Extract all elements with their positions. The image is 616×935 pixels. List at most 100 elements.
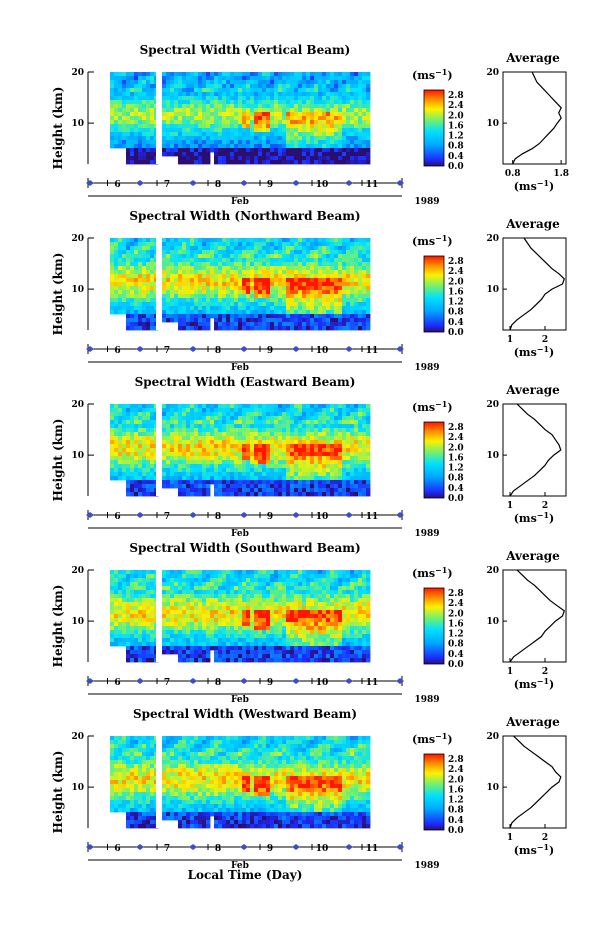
heatmap-cell	[298, 136, 302, 140]
heatmap-cell	[202, 250, 206, 254]
heatmap-cell	[130, 322, 134, 326]
heatmap-cell	[206, 428, 210, 432]
heatmap-cell	[322, 432, 326, 436]
heatmap-cell	[110, 420, 114, 424]
heatmap-cell	[178, 416, 182, 420]
profile-x-tick-label: 1	[507, 501, 513, 511]
heatmap-cell	[138, 144, 142, 148]
heatmap-cell	[290, 104, 294, 108]
heatmap-cell	[290, 412, 294, 416]
heatmap-cell	[134, 160, 138, 164]
heatmap-cell	[310, 480, 314, 484]
heatmap-cell	[194, 424, 198, 428]
heatmap-cell	[130, 88, 134, 92]
heatmap-cell	[174, 136, 178, 140]
heatmap-cell	[138, 262, 142, 266]
heatmap-cell	[346, 290, 350, 294]
heatmap-cell	[178, 622, 182, 626]
heatmap-cell	[354, 140, 358, 144]
heatmap-cell	[170, 250, 174, 254]
heatmap-cell	[118, 132, 122, 136]
heatmap-cell	[182, 80, 186, 84]
heatmap-cell	[282, 274, 286, 278]
heatmap-cell	[122, 294, 126, 298]
x-tick-label: 6	[114, 346, 120, 356]
heatmap-cell	[190, 92, 194, 96]
heatmap-cell	[142, 480, 146, 484]
heatmap-cell	[126, 96, 130, 100]
heatmap-cell	[118, 92, 122, 96]
heatmap-cell	[142, 578, 146, 582]
heatmap-cell	[166, 468, 170, 472]
heatmap-cell	[234, 432, 238, 436]
heatmap-cell	[294, 424, 298, 428]
heatmap-cell	[290, 100, 294, 104]
heatmap-cell	[162, 250, 166, 254]
heatmap-cell	[338, 148, 342, 152]
heatmap-cell	[126, 432, 130, 436]
heatmap-cell	[278, 472, 282, 476]
heatmap-cell	[182, 570, 186, 574]
heatmap-cell	[138, 428, 142, 432]
heatmap-cell	[314, 472, 318, 476]
heatmap-cell	[126, 274, 130, 278]
heatmap-cell	[246, 266, 250, 270]
heatmap-cell	[286, 298, 290, 302]
heatmap-cell	[346, 274, 350, 278]
heatmap-cell	[234, 274, 238, 278]
heatmap-cell	[186, 452, 190, 456]
heatmap-cell	[270, 278, 274, 282]
heatmap-cell	[274, 412, 278, 416]
heatmap-cell	[298, 456, 302, 460]
heatmap-cell	[286, 254, 290, 258]
heatmap-cell	[334, 116, 338, 120]
heatmap-cell	[198, 622, 202, 626]
heatmap-cell	[314, 104, 318, 108]
heatmap-cell	[114, 294, 118, 298]
heatmap-cell	[298, 432, 302, 436]
heatmap-cell	[150, 242, 154, 246]
heatmap-cell	[262, 100, 266, 104]
heatmap-cell	[258, 124, 262, 128]
heatmap-cell	[318, 100, 322, 104]
heatmap-cell	[150, 476, 154, 480]
heatmap-cell	[262, 144, 266, 148]
heatmap-cell	[182, 274, 186, 278]
heatmap-cell	[330, 242, 334, 246]
colorbar-tick-label: 0.8	[448, 308, 464, 318]
heatmap-cell	[358, 262, 362, 266]
heatmap-cell	[318, 152, 322, 156]
heatmap-cell	[162, 582, 166, 586]
colorbar-tick-label: 2.4	[448, 101, 464, 111]
heatmap-cell	[134, 124, 138, 128]
heatmap-cell	[270, 238, 274, 242]
heatmap-cell	[354, 262, 358, 266]
heatmap-cell	[306, 286, 310, 290]
heatmap-cell	[326, 408, 330, 412]
heatmap-cell	[358, 88, 362, 92]
heatmap-cell	[238, 404, 242, 408]
heatmap-cell	[190, 238, 194, 242]
heatmap-cell	[190, 412, 194, 416]
heatmap-cell	[114, 298, 118, 302]
heatmap-cell	[266, 262, 270, 266]
heatmap-cell	[362, 76, 366, 80]
heatmap-cell	[114, 274, 118, 278]
heatmap-cell	[142, 290, 146, 294]
heatmap-cell	[130, 318, 134, 322]
heatmap-cell	[238, 468, 242, 472]
heatmap-cell	[126, 598, 130, 602]
heatmap-cell	[306, 314, 310, 318]
heatmap-cell	[226, 322, 230, 326]
heatmap-cell	[326, 152, 330, 156]
heatmap-cell	[234, 112, 238, 116]
heatmap-cell	[306, 242, 310, 246]
heatmap-cell	[290, 326, 294, 330]
heatmap-cell	[266, 274, 270, 278]
heatmap-cell	[334, 270, 338, 274]
heatmap-cell	[134, 266, 138, 270]
heatmap-cell	[326, 136, 330, 140]
heatmap-cell	[250, 160, 254, 164]
heatmap-cell	[142, 84, 146, 88]
heatmap-cell	[194, 642, 198, 646]
